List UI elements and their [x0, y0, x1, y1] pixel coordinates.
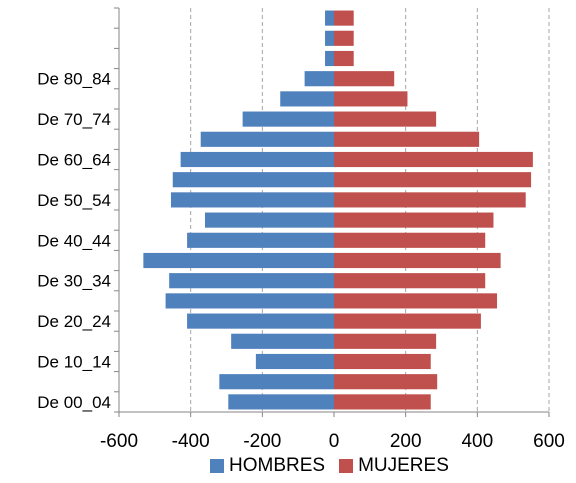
bar-mujeres-15: [334, 91, 408, 107]
bar-hombres-16: [304, 71, 334, 87]
bar-hombres-18: [325, 30, 334, 46]
bar-mujeres-16: [334, 71, 395, 87]
bar-mujeres-8: [334, 232, 486, 248]
bar-mujeres-1: [334, 374, 438, 390]
bar-mujeres-17: [334, 50, 354, 67]
bar-hombres-10: [170, 192, 334, 208]
legend-swatch-mujeres: [339, 459, 354, 473]
y-tick-label-4: De 20_24: [37, 312, 111, 331]
bar-mujeres-7: [334, 252, 501, 269]
bar-hombres-11: [172, 172, 334, 188]
x-tick-label--200: -200: [243, 431, 281, 452]
x-tick-label-600: 600: [533, 431, 565, 452]
x-tick-label-200: 200: [390, 431, 422, 452]
bar-mujeres-19: [334, 10, 354, 26]
bar-hombres-6: [169, 273, 334, 289]
bar-mujeres-13: [334, 131, 480, 147]
bar-mujeres-12: [334, 151, 533, 168]
bar-hombres-4: [187, 313, 334, 329]
bar-hombres-2: [255, 353, 334, 370]
bar-mujeres-0: [334, 394, 431, 410]
legend-swatch-hombres: [210, 459, 224, 473]
bar-hombres-17: [325, 50, 334, 67]
bar-hombres-12: [180, 151, 334, 168]
bar-mujeres-9: [334, 212, 494, 228]
chart-legend: HOMBRES MUJERES: [210, 455, 463, 477]
bar-mujeres-14: [334, 111, 437, 127]
legend-label-mujeres: MUJERES: [358, 455, 449, 476]
bar-mujeres-3: [334, 333, 437, 349]
bar-mujeres-5: [334, 293, 498, 309]
bar-mujeres-18: [334, 30, 354, 46]
bar-hombres-15: [280, 91, 334, 107]
bar-mujeres-2: [334, 353, 431, 370]
x-tick-label--600: -600: [100, 431, 138, 452]
legend-item-hombres: HOMBRES: [210, 455, 325, 477]
bar-hombres-3: [231, 333, 334, 349]
bar-hombres-0: [228, 394, 334, 410]
bar-hombres-1: [219, 374, 334, 390]
x-tick-label-0: 0: [329, 431, 340, 452]
bar-mujeres-6: [334, 273, 486, 289]
y-tick-label-10: De 50_54: [37, 191, 111, 210]
y-tick-label-14: De 70_74: [37, 110, 111, 129]
y-tick-label-12: De 60_64: [37, 151, 111, 170]
y-tick-label-6: De 30_34: [37, 272, 111, 291]
bar-hombres-5: [165, 293, 334, 309]
bar-mujeres-4: [334, 313, 481, 329]
x-tick-label-400: 400: [461, 431, 493, 452]
bar-hombres-9: [205, 212, 334, 228]
bar-hombres-7: [143, 252, 334, 269]
legend-item-mujeres: MUJERES: [339, 455, 449, 477]
bar-mujeres-10: [334, 192, 526, 208]
bar-mujeres-11: [334, 172, 532, 188]
bar-hombres-8: [187, 232, 334, 248]
bar-hombres-13: [200, 131, 334, 147]
x-tick-label--400: -400: [172, 431, 210, 452]
y-tick-label-2: De 10_14: [37, 353, 111, 372]
y-tick-label-16: De 80_84: [37, 70, 111, 89]
legend-label-hombres: HOMBRES: [229, 455, 326, 476]
y-tick-label-0: De 00_04: [37, 393, 111, 412]
bar-hombres-14: [242, 111, 334, 127]
bar-hombres-19: [325, 10, 334, 26]
y-tick-label-8: De 40_44: [37, 231, 111, 250]
